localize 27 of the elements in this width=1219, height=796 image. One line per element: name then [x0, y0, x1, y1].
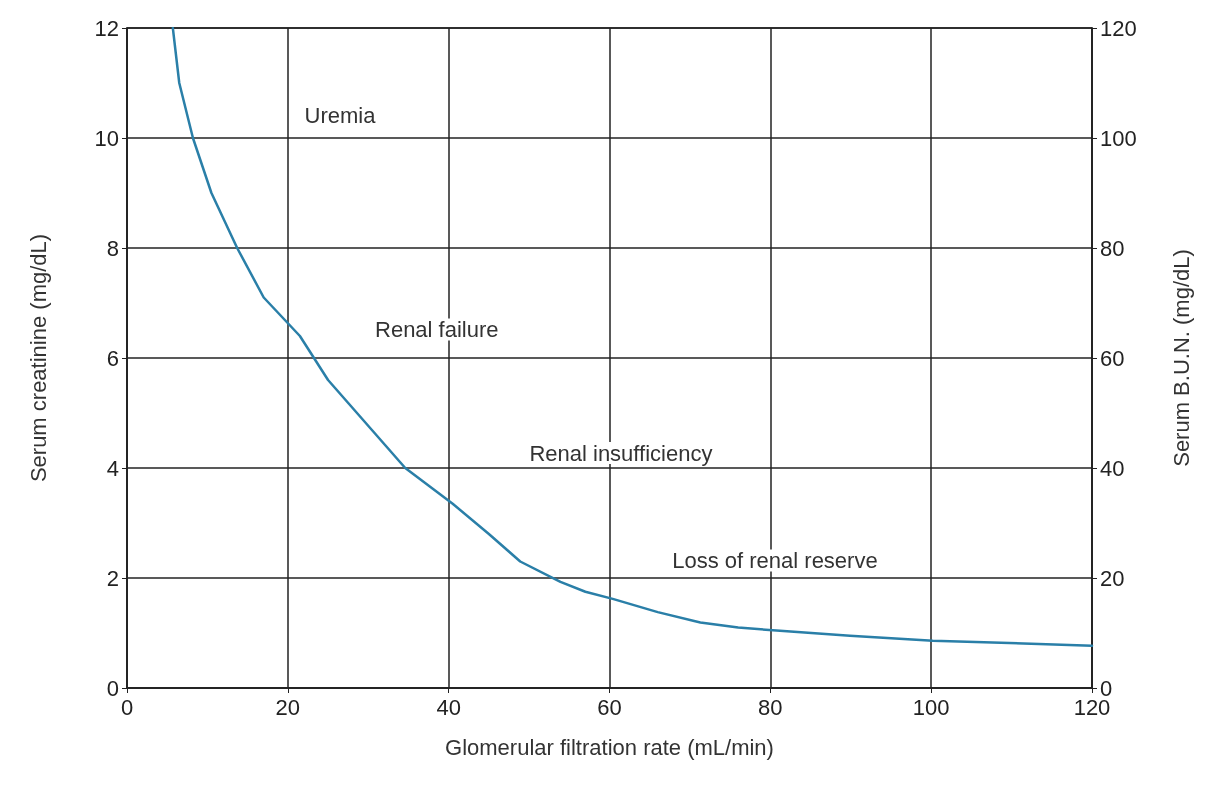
- y2-tick-label: 120: [1100, 15, 1137, 41]
- y-tick-label: 10: [94, 125, 119, 151]
- x-tick-label: 100: [912, 694, 950, 720]
- x-axis-title: Glomerular filtration rate (mL/min): [445, 734, 774, 760]
- x-tick-label: 20: [275, 694, 301, 720]
- annotation: Renal failure: [375, 317, 499, 343]
- y2-tick-label: 100: [1100, 125, 1137, 151]
- y-tick-label: 8: [106, 235, 119, 261]
- annotation: Renal insufficiency: [529, 440, 713, 466]
- annotation: Loss of renal reserve: [672, 548, 878, 574]
- y2-tick-label: 80: [1100, 235, 1125, 261]
- y2-tick-label: 40: [1100, 455, 1125, 481]
- y2-tick-label: 60: [1100, 345, 1125, 371]
- y2-tick-label: 0: [1100, 675, 1113, 701]
- y-tick-label: 6: [106, 345, 119, 371]
- y2-tick-label: 20: [1100, 565, 1125, 591]
- y-tick-label: 0: [106, 675, 119, 701]
- y-tick-label: 2: [106, 565, 119, 591]
- annotation: Uremia: [304, 102, 377, 128]
- y-tick-label: 4: [106, 455, 119, 481]
- line-series: [171, 26, 1094, 647]
- x-tick-label: 80: [758, 694, 783, 720]
- x-tick-label: 60: [597, 694, 622, 720]
- y-axis-title: Serum creatinine (mg/dL): [25, 233, 51, 483]
- y2-axis-title: Serum B.U.N. (mg/dL): [1168, 249, 1194, 467]
- y-tick-label: 12: [94, 15, 119, 41]
- x-tick-label: 40: [436, 694, 461, 720]
